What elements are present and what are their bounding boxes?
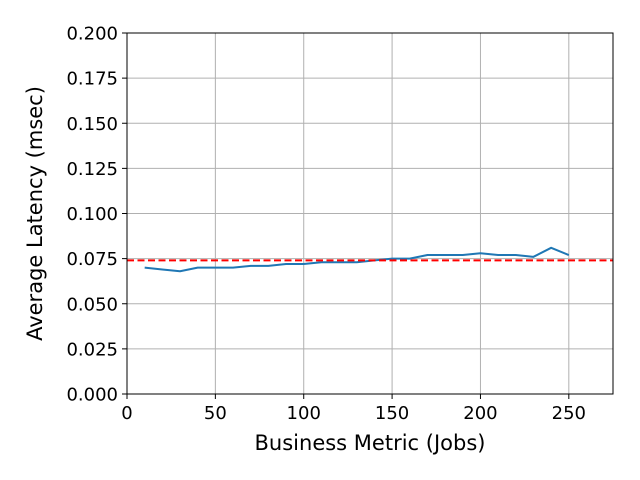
y-tick-label: 0.200 [66, 24, 118, 45]
axis-ticks: 0 50 100 150 200 250 0.000 0.025 0.050 0.075 0.100… [66, 24, 586, 425]
x-axis-title: Business Metric (Jobs) [255, 431, 486, 455]
y-tick-label: 0.075 [66, 249, 118, 270]
x-tick-label: 150 [375, 403, 409, 424]
x-tick-label: 0 [121, 403, 132, 424]
y-tick-label: 0.025 [66, 339, 118, 360]
y-tick-label: 0.000 [66, 385, 118, 406]
latency-series-line [144, 246, 570, 273]
plot-area [127, 246, 613, 273]
y-tick-label: 0.175 [66, 69, 118, 90]
x-tick-label: 100 [287, 403, 321, 424]
x-tick-label: 250 [552, 403, 586, 424]
y-tick-label: 0.125 [66, 159, 118, 180]
x-tick-label: 200 [463, 403, 497, 424]
y-tick-label: 0.100 [66, 204, 118, 225]
y-tick-label: 0.050 [66, 294, 118, 315]
x-tick-label: 50 [204, 403, 227, 424]
y-tick-label: 0.150 [66, 114, 118, 135]
y-axis-title: Average Latency (msec) [23, 86, 47, 341]
